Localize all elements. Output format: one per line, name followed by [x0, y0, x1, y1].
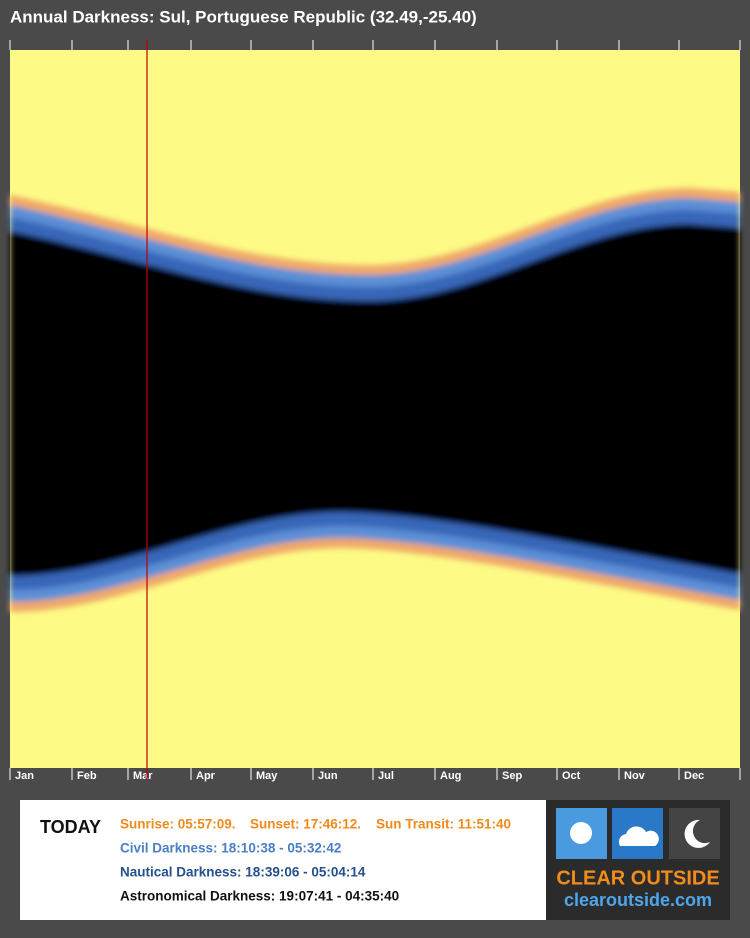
- month-label: Aug: [440, 770, 461, 782]
- month-label: Apr: [196, 770, 216, 782]
- month-label: Sep: [502, 770, 522, 782]
- info-panel: [20, 800, 546, 920]
- month-label: Jan: [15, 770, 34, 782]
- today-label: TODAY: [40, 817, 101, 837]
- month-label: Dec: [684, 770, 704, 782]
- month-ticks: Jan Feb Mar Apr May Jun Jul Aug Sep Oct Nov Dec: [9, 40, 741, 782]
- title: Annual Darkness: Sul, Portuguese Republi…: [10, 7, 477, 26]
- sunrise: Sunrise: 05:57:09.: [120, 817, 236, 832]
- month-label: Mar: [133, 770, 153, 782]
- darkness-bands: [10, 188, 740, 612]
- nautical-darkness: Nautical Darkness: 18:39:06 - 05:04:14: [120, 865, 366, 880]
- moon-icon-shape: [684, 819, 710, 848]
- sun-transit: Sun Transit: 11:51:40: [376, 817, 511, 832]
- astronomical-darkness: Astronomical Darkness: 19:07:41 - 04:35:…: [120, 889, 399, 904]
- cloud-icon-shape: [618, 826, 659, 846]
- month-label: Feb: [77, 770, 97, 782]
- logo-name: CLEAR OUTSIDE: [556, 867, 719, 889]
- month-label: May: [256, 770, 278, 782]
- darkness-layer: [10, 224, 740, 576]
- month-label: Jul: [378, 770, 394, 782]
- month-label: Oct: [562, 770, 581, 782]
- sunset: Sunset: 17:46:12.: [250, 817, 361, 832]
- logo-url: clearoutside.com: [564, 890, 712, 910]
- sun-icon-disc: [570, 822, 592, 844]
- moon-icon: [669, 808, 720, 859]
- month-label: Nov: [624, 770, 646, 782]
- civil-darkness: Civil Darkness: 18:10:38 - 05:32:42: [120, 841, 341, 856]
- month-label: Jun: [318, 770, 338, 782]
